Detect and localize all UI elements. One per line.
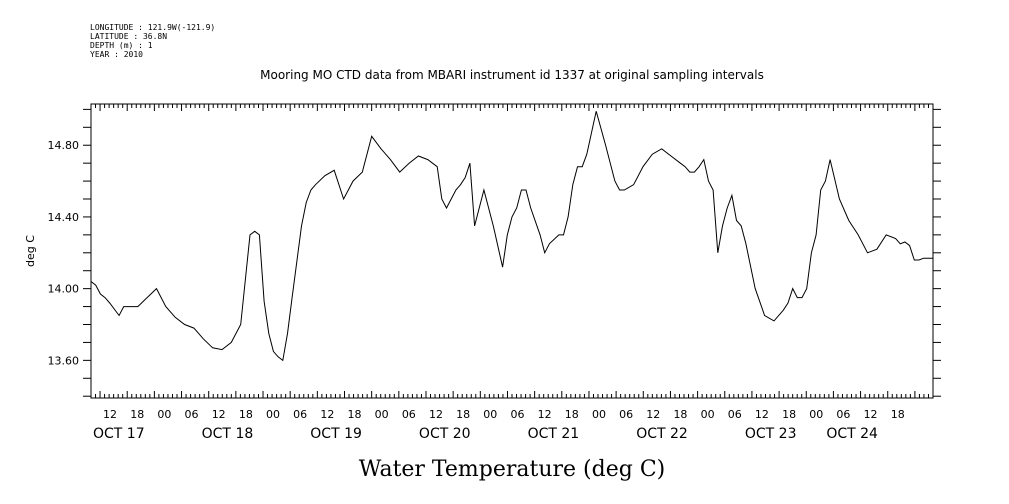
x-hour-label: 12 [538,408,552,421]
x-hour-label: 00 [375,408,389,421]
x-hour-label: 00 [592,408,606,421]
x-hour-label: 12 [864,408,878,421]
x-hour-label: 12 [103,408,117,421]
x-hour-label: 18 [891,408,905,421]
meta-latitude: LATITUDE : 36.8N [90,32,167,41]
x-hour-label: 06 [402,408,416,421]
x-day-label: OCT 23 [745,426,797,442]
x-hour-label: 00 [701,408,715,421]
plot-frame [90,103,934,399]
x-day-label: OCT 20 [419,426,471,442]
x-hour-label: 06 [293,408,307,421]
x-day-label: OCT 21 [528,426,580,442]
y-tick-label: 14.40 [48,211,80,224]
x-hour-label: 12 [646,408,660,421]
series-line-water-temperature [90,111,933,362]
x-hour-label: 18 [673,408,687,421]
x-hour-label: 12 [755,408,769,421]
meta-longitude: LONGITUDE : 121.9W(-121.9) [90,23,215,32]
x-hour-label: 18 [130,408,144,421]
chart-title: Mooring MO CTD data from MBARI instrumen… [260,68,764,82]
y-tick-label: 13.60 [48,354,80,367]
x-hour-label: 12 [212,408,226,421]
y-axis-label: deg C [24,235,37,267]
x-hour-label: 12 [429,408,443,421]
x-hour-label: 18 [239,408,253,421]
x-hour-label: 06 [185,408,199,421]
x-day-label: OCT 19 [310,426,362,442]
x-hour-label: 18 [565,408,579,421]
x-axis-label: Water Temperature (deg C) [359,457,666,482]
x-hour-label: 00 [809,408,823,421]
x-hour-label: 00 [483,408,497,421]
meta-year: YEAR : 2010 [90,50,143,59]
x-day-label: OCT 17 [93,426,145,442]
axes-layer: 13.60 14.00 14.40 14.80 12 18 00 06 12 18 00 06 12 18… [48,104,941,442]
x-hour-label: 06 [619,408,633,421]
x-hour-label: 06 [728,408,742,421]
x-day-label: OCT 18 [202,426,254,442]
x-hour-label: 18 [348,408,362,421]
x-hour-label: 06 [510,408,524,421]
x-hour-label: 12 [320,408,334,421]
x-hour-label: 00 [157,408,171,421]
x-hour-label: 00 [266,408,280,421]
y-tick-label: 14.80 [48,139,80,152]
metadata-block: LONGITUDE : 121.9W(-121.9) LATITUDE : 36… [90,23,215,59]
x-hour-label: 18 [456,408,470,421]
x-hour-label: 18 [782,408,796,421]
meta-depth: DEPTH (m) : 1 [90,41,153,50]
x-day-label: OCT 22 [636,426,688,442]
y-tick-label: 14.00 [48,283,80,296]
x-day-label: OCT 24 [826,426,878,442]
x-hour-label: 06 [836,408,850,421]
